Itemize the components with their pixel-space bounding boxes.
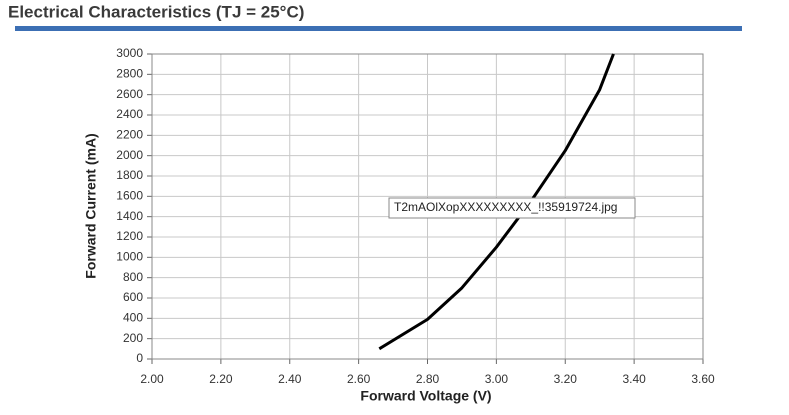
y-axis-label: Forward Current (mA) [83, 133, 99, 278]
tooltip: T2mAOlXopXXXXXXXXX_!!35919724.jpg [394, 200, 617, 214]
y-tick-label: 2200 [116, 128, 143, 142]
header-rule [15, 26, 742, 31]
x-tick-label: 3.60 [691, 372, 715, 386]
x-tick-label: 2.60 [347, 372, 371, 386]
y-tick-label: 200 [123, 331, 143, 345]
data-line [378, 53, 615, 351]
y-tick-label: 3000 [116, 46, 143, 60]
y-tick-label: 0 [136, 351, 143, 365]
y-tick-label: 2600 [116, 87, 143, 101]
x-tick-label: 2.80 [416, 372, 440, 386]
y-tick-label: 1800 [116, 168, 143, 182]
y-tick-label: 600 [123, 290, 143, 304]
x-axis-label: Forward Voltage (V) [360, 388, 491, 404]
y-tick-label: 1000 [116, 250, 143, 264]
x-tick-label: 3.00 [485, 372, 509, 386]
y-tick-label: 2000 [116, 148, 143, 162]
tooltip-box [388, 197, 636, 219]
y-tick-label: 1400 [116, 209, 143, 223]
x-tick-label: 2.40 [278, 372, 302, 386]
x-tick-label: 3.20 [554, 372, 578, 386]
y-tick-label: 800 [123, 270, 143, 284]
plot-frame [151, 53, 704, 360]
y-tick-label: 1600 [116, 189, 143, 203]
x-tick-label: 2.00 [140, 372, 164, 386]
y-tick-label: 2800 [116, 67, 143, 81]
y-tick-label: 2400 [116, 107, 143, 121]
chart-title: Electrical Characteristics (TJ = 25°C) [8, 2, 304, 21]
x-tick-label: 2.20 [209, 372, 233, 386]
x-tick-label: 3.40 [622, 372, 646, 386]
y-tick-label: 1200 [116, 229, 143, 243]
y-tick-label: 400 [123, 311, 143, 325]
